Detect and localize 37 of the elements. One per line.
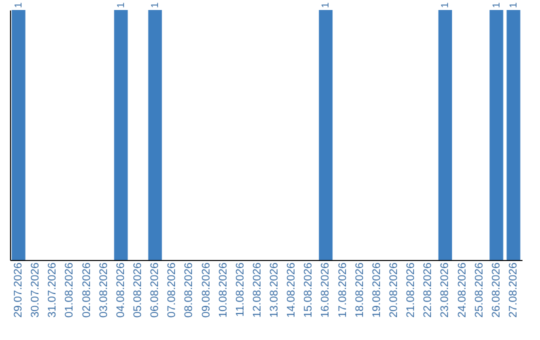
x-tick-label: 22.08.2026: [422, 262, 434, 318]
x-tick-label: 15.08.2026: [302, 262, 315, 318]
data-label: 1: [14, 2, 25, 8]
x-tick-label: 03.08.2026: [98, 262, 110, 318]
x-tick-label: 01.08.2026: [64, 262, 76, 318]
x-tick-label: 08.08.2026: [183, 262, 196, 318]
x-tick-label: 07.08.2026: [166, 262, 178, 318]
x-tick-label: 05.08.2026: [132, 262, 144, 318]
data-label: 1: [440, 2, 452, 8]
x-tick-label: 21.08.2026: [405, 262, 418, 318]
x-tick-label: 17.08.2026: [336, 262, 349, 318]
x-tick-label: 13.08.2026: [268, 262, 281, 318]
x-tick-label: 23.08.2026: [439, 262, 452, 318]
x-tick-label: 10.08.2026: [217, 262, 230, 318]
x-tick-label: 30.07.2026: [30, 262, 42, 318]
x-tick-label: 16.08.2026: [320, 262, 332, 318]
x-tick-label: 20.08.2026: [388, 262, 400, 318]
x-tick-label: 19.08.2026: [370, 262, 383, 318]
x-tick-label: 14.08.2026: [286, 262, 298, 318]
data-label: 1: [150, 2, 162, 8]
x-tick-label: 02.08.2026: [80, 262, 93, 318]
x-tick-label: 31.07.2026: [46, 262, 59, 318]
data-label: 1: [491, 2, 502, 8]
data-label: 1: [508, 2, 520, 8]
x-tick-label: 18.08.2026: [354, 262, 366, 318]
x-tick-label: 06.08.2026: [149, 262, 162, 318]
data-label: 1: [116, 2, 127, 8]
x-tick-label: 09.08.2026: [200, 262, 212, 318]
x-tick-label: 27.08.2026: [507, 262, 520, 318]
x-tick-label: 12.08.2026: [251, 262, 264, 318]
x-tick-label: 29.07.2026: [12, 262, 25, 318]
x-tick-label: 24.08.2026: [456, 262, 468, 318]
data-label: 1: [320, 2, 332, 8]
x-tick-label: 04.08.2026: [114, 262, 127, 318]
x-tick-label: 25.08.2026: [473, 262, 486, 318]
x-tick-label: 11.08.2026: [234, 262, 246, 317]
x-tick-label: 26.08.2026: [490, 262, 502, 318]
